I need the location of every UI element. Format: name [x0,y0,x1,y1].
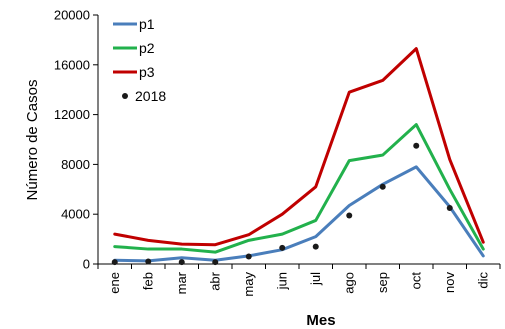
x-tick-label: abr [207,271,222,290]
data-point-2018 [346,212,353,219]
legend-swatch-2018 [122,93,128,99]
series-line-p1 [113,165,485,263]
data-point-2018 [212,259,219,266]
legend-label-p2: p2 [139,40,155,56]
y-tick-label: 0 [83,257,90,272]
legend-label-p3: p3 [139,64,155,80]
data-point-2018 [446,204,453,211]
series-line-p2 [113,123,485,254]
y-tick-label: 8000 [61,157,90,172]
data-point-2018 [178,259,185,266]
data-point-2018 [413,142,420,149]
x-tick-label: feb [140,272,155,290]
x-tick-label: ago [341,272,356,294]
data-point-2018 [279,244,286,251]
legend: p1 p2 p3 2018 [113,16,166,104]
x-tick-label: jun [274,272,289,290]
x-tick-label: nov [442,272,457,293]
x-axis-title: Mes [306,312,335,329]
y-axis-title: Número de Casos [24,80,41,201]
series-line-p3 [113,47,485,247]
y-axis-ticks: 0 4000 8000 12000 16000 20000 [54,8,98,272]
y-tick-label: 20000 [54,8,90,23]
x-tick-label: dic [475,272,490,289]
x-tick-label: sep [375,272,390,293]
data-point-2018 [145,258,152,265]
series-layer [111,47,485,266]
x-axis-ticks: ene feb mar abr may jun jul ago sep oct nov dic [97,264,501,297]
legend-label-2018: 2018 [135,88,166,104]
x-tick-label: may [241,272,256,297]
data-point-2018 [111,259,118,266]
legend-label-p1: p1 [139,16,155,32]
x-tick-label: jul [308,272,323,286]
y-tick-label: 16000 [54,57,90,72]
y-tick-label: 4000 [61,207,90,222]
y-tick-label: 12000 [54,107,90,122]
x-tick-label: mar [174,271,189,294]
data-point-2018 [379,183,386,190]
x-tick-label: oct [408,272,423,290]
data-point-2018 [312,243,319,250]
x-tick-label: ene [107,272,122,294]
data-point-2018 [245,253,252,260]
